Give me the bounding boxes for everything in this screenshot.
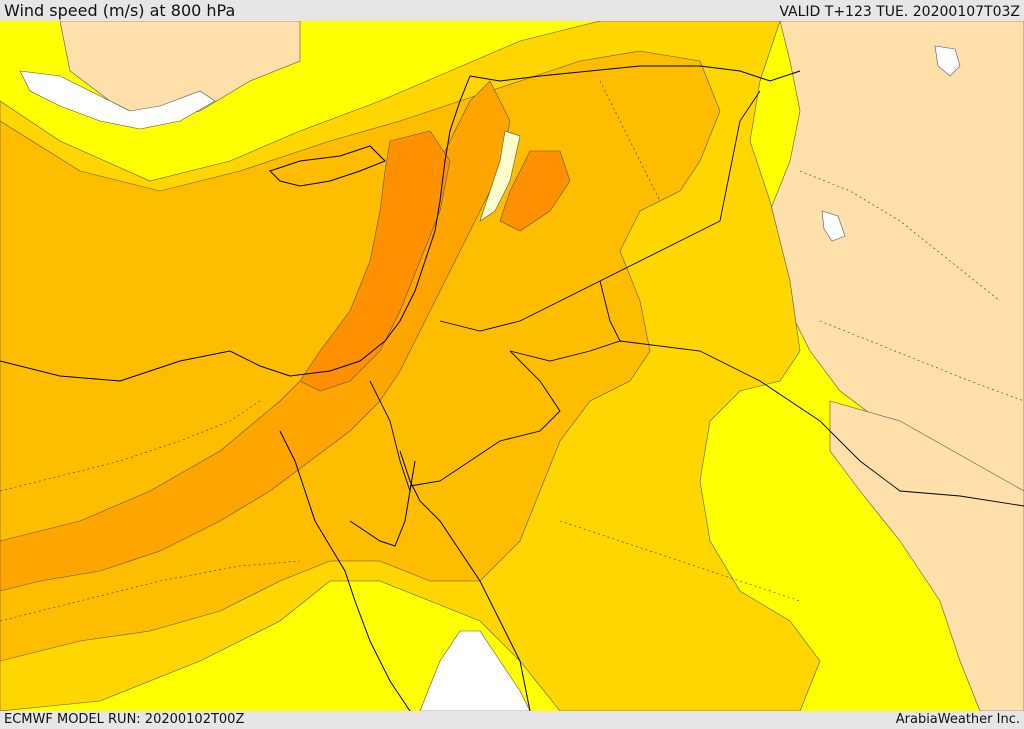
header-bar: Wind speed (m/s) at 800 hPa VALID T+123 … [0, 0, 1024, 21]
footer-bar: ECMWF MODEL RUN: 20200102T00Z ArabiaWeat… [0, 711, 1024, 729]
map-title: Wind speed (m/s) at 800 hPa [4, 2, 235, 20]
model-run-label: ECMWF MODEL RUN: 20200102T00Z [4, 712, 244, 728]
valid-time: VALID T+123 TUE. 20200107T03Z [779, 4, 1020, 20]
wind-speed-map[interactable] [0, 21, 1024, 711]
credit-label: ArabiaWeather Inc. [896, 712, 1020, 728]
